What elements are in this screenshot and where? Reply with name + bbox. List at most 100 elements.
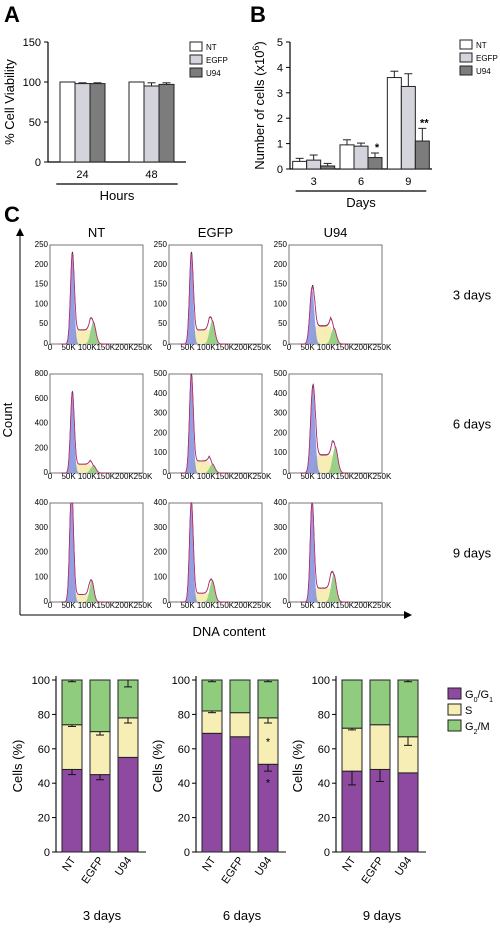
y-tick-label: 80 (178, 709, 190, 721)
histogram-y-tick: 0 (283, 597, 288, 606)
legend-swatch-g2m (447, 719, 462, 732)
legend-swatch-egfp (189, 54, 203, 65)
g2m-area (300, 328, 349, 344)
histogram-x-tick: 250K (373, 343, 392, 352)
histogram-x-tick: 0 (167, 343, 172, 352)
stacked-chart-1: 0 20 40 60 80 100 Cells (%) NT EGFP U94 * * 6 days (150, 675, 286, 923)
histogram-x-tick: 150K (96, 472, 115, 481)
x-tick-label: 24 (76, 169, 88, 181)
g0g1-area (61, 254, 110, 344)
legend-label-egfp: EGFP (476, 54, 498, 63)
y-tick-label: 0 (277, 164, 283, 176)
bar-g0g1-egfp (89, 774, 111, 853)
histogram-x-tick: 100K (197, 601, 216, 610)
y-axis-title-end: ) (252, 41, 267, 45)
legend-swatch-u94 (189, 67, 203, 78)
bar-egfp-6 (353, 145, 369, 170)
model-fit-line (300, 286, 349, 345)
y-tick-label: 20 (178, 813, 190, 825)
model-fit-line (180, 501, 229, 603)
histogram-y-tick: 50 (158, 319, 167, 328)
dna-axis-arrowhead (404, 611, 412, 619)
histogram-u94-0: 0 50 100 150 200 250 0 50K 100K 150K 200K 250K (274, 240, 392, 352)
histogram-y-tick: 150 (274, 280, 288, 289)
histogram-x-tick: 200K (234, 601, 253, 610)
bar-g2m-egfp (229, 679, 251, 714)
histogram-x-tick: 0 (48, 472, 53, 481)
histogram-y-tick: 300 (274, 409, 288, 418)
bar-egfp-3 (306, 159, 322, 170)
y-tick-label: 150 (23, 37, 41, 49)
histogram-y-tick: 800 (35, 369, 49, 378)
histogram-y-tick: 150 (35, 280, 49, 289)
histogram-x-tick: 150K (215, 601, 234, 610)
histogram-x-tick: 150K (96, 601, 115, 610)
histogram-y-tick: 200 (274, 428, 288, 437)
histogram-y-tick: 200 (274, 548, 288, 557)
bar-s-nt (341, 727, 363, 772)
g2m-area (300, 447, 349, 473)
legend-swatch-egfp (459, 52, 473, 63)
histogram-y-tick: 100 (154, 448, 168, 457)
histogram-y-tick: 100 (274, 448, 288, 457)
histogram-y-tick: 0 (283, 339, 288, 348)
y-tick-label: 80 (38, 709, 50, 721)
significance-marker: ** (420, 117, 429, 129)
x-tick-label: EGFP (79, 855, 106, 886)
model-fit-line (61, 502, 110, 603)
histogram-y-tick: 0 (44, 468, 49, 477)
count-axis-title: Count (0, 402, 15, 437)
histogram-y-tick: 300 (154, 409, 168, 418)
histogram-x-tick: 200K (234, 343, 253, 352)
histogram-x-tick: 200K (115, 472, 134, 481)
histogram-y-tick: 0 (283, 468, 288, 477)
y-tick-label: 20 (318, 813, 330, 825)
histogram-frame (288, 244, 383, 345)
significance-marker: * (375, 142, 380, 154)
histogram-y-tick: 300 (274, 523, 288, 532)
y-tick-label: 0 (35, 157, 41, 169)
x-tick-label: NT (200, 855, 218, 874)
x-tick-label: EGFP (219, 855, 246, 886)
bar-nt-48 (128, 81, 145, 163)
histogram-x-tick: 250K (253, 343, 272, 352)
histogram-y-tick: 0 (44, 339, 49, 348)
y-tick-label: 4 (277, 62, 283, 74)
column-title-egfp: EGFP (198, 225, 233, 240)
y-tick-label: 40 (318, 778, 330, 790)
histogram-nt-2: 0 100 200 300 400 0 50K 100K 150K 200K 250K (35, 498, 153, 610)
histogram-y-tick: 0 (163, 597, 168, 606)
histogram-y-tick: 400 (274, 498, 288, 507)
bar-g0g1-egfp (229, 736, 251, 853)
x-axis-title: Hours (100, 188, 135, 203)
bar-u94-3 (320, 165, 336, 170)
histogram-y-tick: 200 (154, 260, 168, 269)
x-tick-label: NT (60, 855, 78, 874)
bar-g2m-egfp (89, 679, 111, 733)
histogram-u94-2: 0 100 200 300 400 0 50K 100K 150K 200K 250K (274, 498, 392, 610)
y-tick-label: 0 (44, 847, 50, 859)
histogram-y-tick: 400 (154, 498, 168, 507)
y-tick-label: 60 (178, 744, 190, 756)
histogram-y-tick: 400 (154, 389, 168, 398)
y-tick-label: 80 (318, 709, 330, 721)
bar-g2m-nt (341, 679, 363, 729)
histogram-nt-0: 0 50 100 150 200 250 0 50K 100K 150K 200K 250K (35, 240, 153, 352)
bar-u94-9 (414, 140, 430, 170)
histogram-frame (49, 373, 144, 474)
bar-g2m-nt (201, 679, 223, 712)
histogram-x-tick: 50K (300, 472, 315, 481)
g0g1-area (300, 387, 349, 473)
model-fit-line (300, 502, 349, 603)
histogram-x-tick: 150K (215, 343, 234, 352)
histogram-y-tick: 500 (274, 369, 288, 378)
histogram-x-tick: 200K (354, 343, 373, 352)
y-tick-label: 100 (23, 77, 41, 89)
histogram-x-tick: 50K (180, 343, 195, 352)
histogram-y-tick: 200 (35, 443, 49, 452)
significance-marker: * (266, 778, 271, 790)
histogram-x-tick: 0 (48, 343, 53, 352)
histogram-y-tick: 200 (154, 428, 168, 437)
y-tick-label: 3 (277, 88, 283, 100)
